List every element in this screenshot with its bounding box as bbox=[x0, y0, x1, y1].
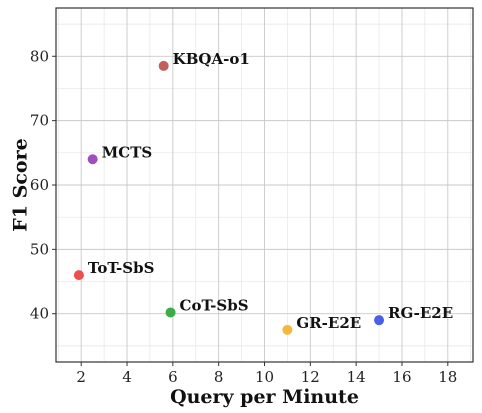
grid bbox=[56, 8, 473, 362]
data-point bbox=[165, 307, 176, 318]
data-point bbox=[374, 315, 385, 326]
data-point bbox=[158, 60, 169, 71]
data-point bbox=[87, 154, 98, 165]
x-tick-label: 18 bbox=[438, 368, 457, 386]
data-point-label: RG-E2E bbox=[388, 304, 453, 322]
y-axis-title: F1 Score bbox=[10, 138, 32, 231]
data-point-label: MCTS bbox=[102, 143, 153, 161]
y-tick-label: 60 bbox=[30, 176, 49, 194]
data-point-label: GR-E2E bbox=[296, 314, 361, 332]
x-tick-label: 10 bbox=[255, 368, 274, 386]
x-tick-label: 12 bbox=[301, 368, 320, 386]
data-point-label: CoT-SbS bbox=[180, 296, 249, 314]
data-point-label: KBQA-o1 bbox=[173, 50, 250, 68]
data-point-label: ToT-SbS bbox=[88, 259, 155, 277]
x-tick-label: 2 bbox=[76, 368, 86, 386]
y-tick-label: 50 bbox=[30, 240, 49, 258]
data-point bbox=[282, 324, 293, 335]
y-tick-label: 40 bbox=[30, 305, 49, 323]
y-tick-label: 80 bbox=[30, 47, 49, 65]
y-tick-label: 70 bbox=[30, 112, 49, 130]
x-tick-label: 14 bbox=[347, 368, 366, 386]
x-tick-label: 16 bbox=[392, 368, 411, 386]
data-point bbox=[73, 270, 84, 281]
x-axis-title: Query per Minute bbox=[170, 386, 359, 408]
x-tick-label: 4 bbox=[122, 368, 132, 386]
axis-ticks: 2 4 6 8 10 12 14 16 18 40 50 60 70 80 bbox=[30, 47, 457, 386]
x-tick-label: 8 bbox=[214, 368, 224, 386]
data-points: KBQA-o1 MCTS ToT-SbS CoT-SbS GR-E2E RG-E2E bbox=[73, 50, 453, 335]
x-tick-label: 6 bbox=[168, 368, 178, 386]
